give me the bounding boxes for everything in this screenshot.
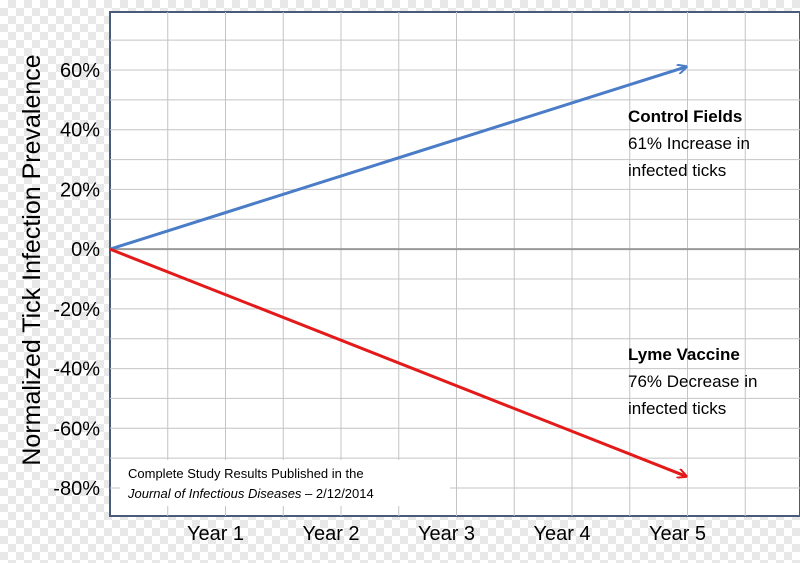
x-tick-label: Year 4 bbox=[533, 523, 590, 545]
annotation-control-line: infected ticks bbox=[628, 161, 726, 180]
series-line-lyme-vaccine bbox=[109, 247, 686, 476]
study-note-line-2: Journal of Infectious Diseases – 2/12/20… bbox=[127, 486, 374, 501]
annotation-vaccine-line: infected ticks bbox=[628, 399, 726, 418]
grid bbox=[110, 12, 800, 516]
x-tick-label: Year 1 bbox=[187, 523, 244, 545]
y-tick-label: -80% bbox=[53, 478, 100, 500]
annotation-vaccine-line: 76% Decrease in bbox=[628, 372, 757, 391]
annotation-vaccine-title: Lyme Vaccine bbox=[628, 345, 740, 364]
journal-name: Journal of Infectious Diseases bbox=[127, 486, 302, 501]
publish-date: – 2/12/2014 bbox=[301, 486, 373, 501]
series-line-control-fields bbox=[109, 67, 686, 251]
y-tick-label: -20% bbox=[53, 299, 100, 321]
study-note-line-1: Complete Study Results Published in the bbox=[128, 466, 364, 481]
y-tick-label: 40% bbox=[60, 120, 100, 142]
y-tick-label: 20% bbox=[60, 179, 100, 201]
annotation-control-title: Control Fields bbox=[628, 107, 742, 126]
plot-area bbox=[109, 11, 800, 517]
y-tick-label: -40% bbox=[53, 359, 100, 381]
y-tick-labels: 60% 40% 20% 0% -20% -40% -60% -80% bbox=[53, 60, 100, 500]
y-tick-label: 60% bbox=[60, 60, 100, 82]
y-tick-label: 0% bbox=[71, 239, 100, 261]
x-tick-label: Year 2 bbox=[302, 523, 359, 545]
study-note-box bbox=[120, 460, 450, 506]
annotation-control-line: 61% Increase in bbox=[628, 134, 750, 153]
x-tick-labels: Year 1 Year 2 Year 3 Year 4 Year 5 bbox=[187, 523, 706, 545]
y-tick-label: -60% bbox=[53, 418, 100, 440]
y-axis-title: Normalized Tick Infection Prevalence bbox=[18, 54, 46, 465]
x-tick-label: Year 5 bbox=[649, 523, 706, 545]
x-tick-label: Year 3 bbox=[418, 523, 475, 545]
